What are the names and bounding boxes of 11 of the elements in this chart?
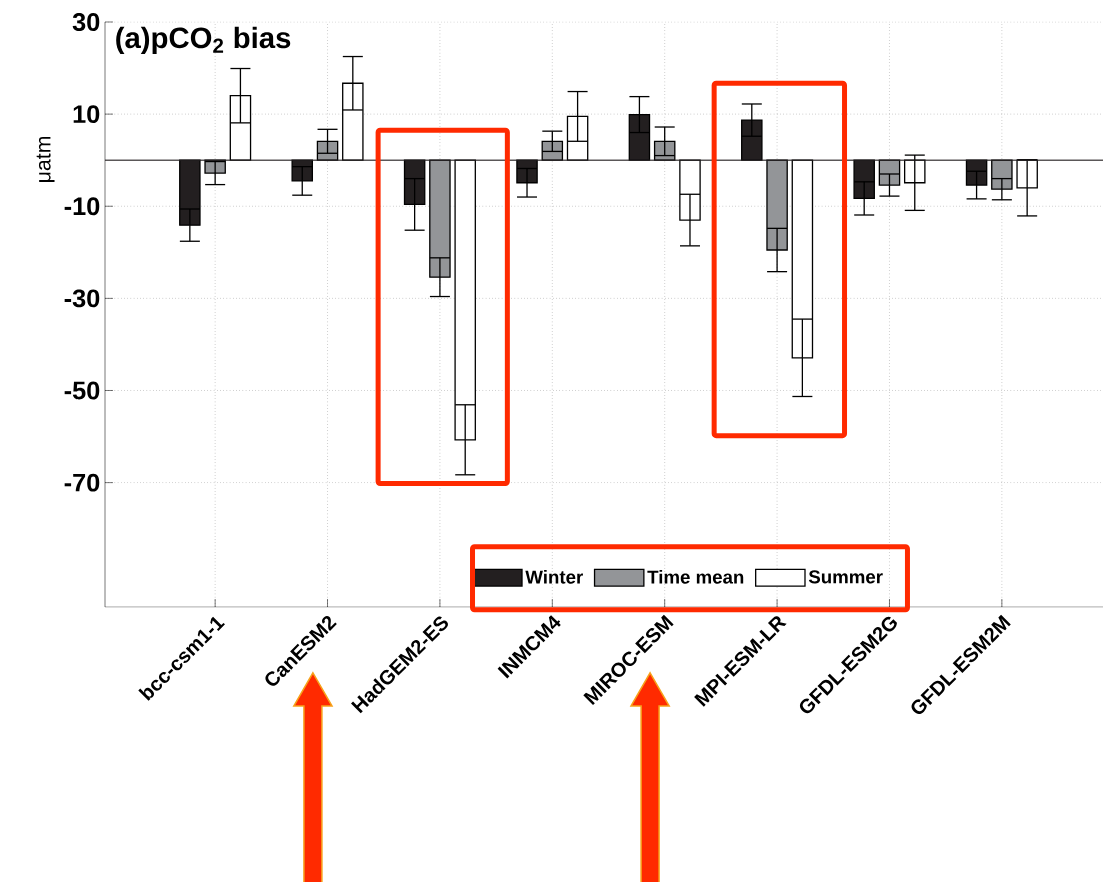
legend-label: Summer <box>808 570 883 584</box>
y-tick-label: -70 <box>64 473 100 492</box>
y-tick-label: -10 <box>64 197 100 216</box>
y-tick-label: 30 <box>72 13 100 31</box>
y-tick-label: -30 <box>64 289 100 308</box>
y-tick-label: -50 <box>64 381 100 400</box>
chart-title: (a)pCO$_{2}$ bias <box>116 26 291 55</box>
legend-label: Time mean <box>647 569 744 584</box>
y-axis-title: μatm <box>36 136 55 182</box>
legend-label: Winter <box>525 569 583 584</box>
y-tick-label: 10 <box>73 105 100 124</box>
